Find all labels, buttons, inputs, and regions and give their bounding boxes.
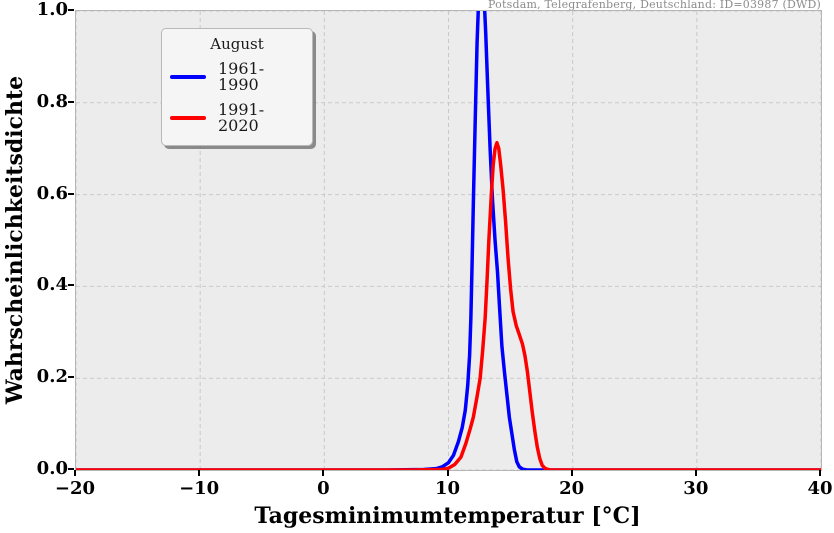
legend-label: 1991-2020 <box>218 100 265 135</box>
y-tick-label: 1.0 <box>36 0 68 20</box>
x-tick-label: 30 <box>683 478 709 499</box>
x-tick-label: −10 <box>179 478 220 499</box>
y-tick-label: 0.4 <box>36 274 68 296</box>
y-tick-mark <box>68 9 74 11</box>
legend-line-red <box>170 116 206 120</box>
x-axis-title: Tagesminimumtemperatur [°C] <box>254 503 641 529</box>
legend-line-blue <box>170 75 206 79</box>
y-tick-mark <box>68 100 74 103</box>
legend: August 1961-1990 1991-2020 <box>161 28 313 146</box>
x-tick-mark <box>819 470 821 476</box>
x-tick-label: −20 <box>54 478 96 499</box>
x-tick-mark <box>570 470 573 476</box>
legend-entry-1991-2020: 1991-2020 <box>170 98 304 139</box>
y-tick-label: 0.6 <box>36 182 68 204</box>
y-axis-title: Wahrscheinlichkeitsdichte <box>2 75 28 405</box>
y-tick-label: 0.0 <box>36 458 68 479</box>
x-tick-label: 10 <box>434 478 461 499</box>
x-tick-mark <box>694 470 697 476</box>
x-tick-mark <box>322 470 325 476</box>
density-curve-1991-2020 <box>76 140 821 470</box>
plot-area: August 1961-1990 1991-2020 <box>75 10 822 471</box>
x-tick-label: 0 <box>317 478 330 499</box>
legend-title: August <box>210 35 264 53</box>
legend-label: 1961-1990 <box>218 59 265 94</box>
y-tick-mark <box>68 376 74 379</box>
x-tick-mark <box>74 470 76 476</box>
legend-entry-1961-1990: 1961-1990 <box>170 57 304 98</box>
x-tick-mark <box>198 470 201 476</box>
y-tick-label: 0.2 <box>36 366 68 388</box>
y-tick-mark <box>68 192 74 195</box>
x-tick-label: 40 <box>807 478 833 499</box>
y-tick-mark <box>68 284 74 287</box>
x-tick-label: 20 <box>559 478 585 499</box>
density-curve-1961-1990 <box>76 11 821 470</box>
y-tick-mark <box>68 468 74 470</box>
y-tick-label: 0.8 <box>36 90 68 112</box>
x-tick-mark <box>446 470 449 476</box>
station-label: Potsdam, Telegrafenberg, Deutschland: ID… <box>488 0 821 11</box>
density-plot <box>76 11 821 470</box>
